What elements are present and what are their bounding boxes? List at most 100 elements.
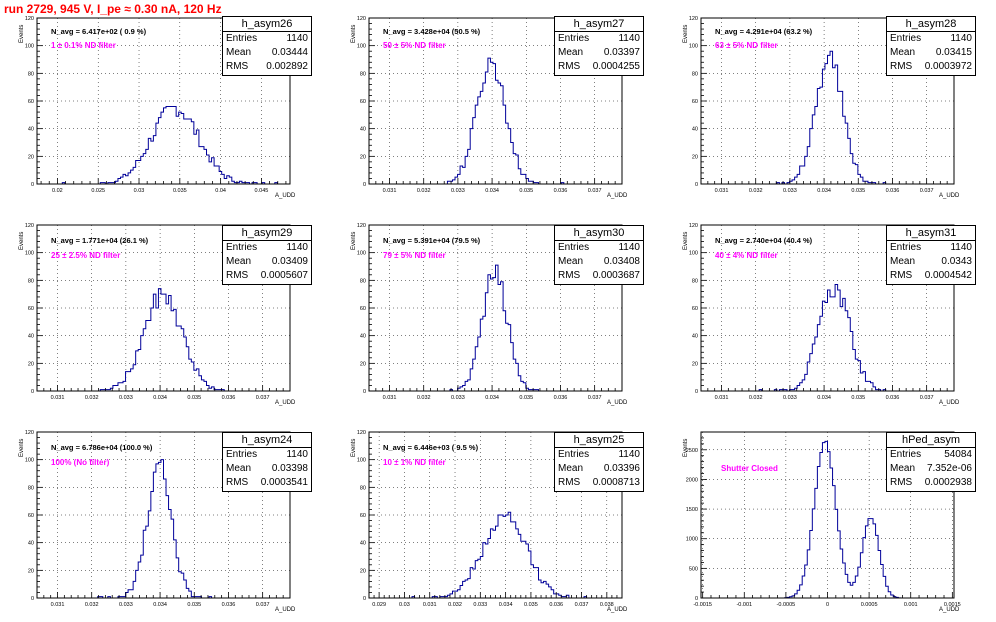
y-tick-label: 120 [357, 16, 366, 22]
y-tick-label: 80 [28, 278, 34, 284]
y-tick-label: 20 [360, 361, 366, 367]
histogram-svg-h_asym26: 0.02 0.025 0.03 0.035 0.04 0.045 0 20 40 60 80 100 1… [25, 16, 291, 194]
stats-histogram-name: h_asym24 [223, 433, 311, 448]
y-tick-label: 100 [357, 458, 366, 464]
x-tick-label: 0.033 [783, 395, 797, 401]
stats-rms-label: RMS [890, 61, 913, 72]
x-tick-label: 0.001 [904, 602, 918, 608]
x-tick-label: 0.033 [783, 188, 797, 194]
y-tick-label: 0 [695, 182, 698, 188]
stats-entries-value: 1140 [950, 33, 972, 44]
y-tick-label: 20 [360, 154, 366, 160]
stats-mean-label: Mean [226, 47, 252, 58]
x-tick-label: 0.037 [575, 602, 589, 608]
x-axis-label: A_UDD [939, 193, 960, 199]
y-tick-label: 120 [689, 223, 698, 229]
y-tick-label: 60 [692, 306, 698, 312]
y-tick-label: 40 [360, 334, 366, 340]
stats-histogram-name: h_asym27 [555, 17, 643, 32]
x-axis-label: A_UDD [275, 607, 296, 613]
x-tick-label: -0.001 [736, 602, 752, 608]
stats-entries-value: 1140 [618, 449, 640, 460]
y-axis-label: Events [19, 24, 25, 43]
x-tick-label: -0.0005 [777, 602, 796, 608]
x-tick-label: 0.037 [920, 395, 934, 401]
y-tick-label: 20 [360, 568, 366, 574]
stats-mean-label: Mean [890, 463, 916, 474]
x-tick-label: 0.033 [451, 395, 465, 401]
histogram-panel-h_asym28: 0.031 0.032 0.033 0.034 0.035 0.036 0.037 0 20 40… [664, 0, 996, 207]
x-tick-label: 0.045 [255, 188, 269, 194]
stats-box: h_asym29 Entries 1140 Mean 0.03409 RMS 0.00056… [222, 225, 312, 285]
y-tick-label: 60 [28, 99, 34, 105]
stats-box: h_asym27 Entries 1140 Mean 0.03397 RMS 0.00042… [554, 16, 644, 76]
stats-histogram-name: h_asym29 [223, 226, 311, 241]
x-tick-label: 0.036 [554, 188, 568, 194]
y-tick-label: 100 [25, 44, 34, 50]
y-tick-label: 20 [692, 154, 698, 160]
y-tick-label: 0 [695, 389, 698, 395]
x-tick-label: 0.034 [153, 395, 167, 401]
navg-annotation: N_avg = 6.786e+04 (100.0 %) [51, 443, 153, 452]
stats-histogram-name: h_asym30 [555, 226, 643, 241]
y-tick-label: 40 [692, 334, 698, 340]
x-tick-label: 0.036 [222, 602, 236, 608]
stats-box: h_asym31 Entries 1140 Mean 0.0343 RMS 0.000454… [886, 225, 976, 285]
y-tick-label: 40 [360, 127, 366, 133]
x-tick-label: 0.031 [51, 395, 65, 401]
y-tick-label: 20 [28, 154, 34, 160]
y-tick-label: 2500 [686, 448, 698, 454]
x-tick-label: 0.035 [851, 395, 865, 401]
filter-label: 50 ± 5% ND filter [383, 41, 446, 50]
x-tick-label: 0.031 [715, 188, 729, 194]
x-axis-label: A_UDD [275, 400, 296, 406]
stats-rms-label: RMS [558, 270, 581, 281]
y-tick-label: 120 [25, 223, 34, 229]
y-axis-label: Events [683, 24, 689, 43]
y-tick-label: 100 [357, 251, 366, 257]
x-tick-label: 0.032 [85, 395, 99, 401]
x-tick-label: 0.034 [817, 188, 831, 194]
histogram-svg-h_asym25: 0.029 0.03 0.031 0.032 0.033 0.034 0.035 0.036 0… [357, 430, 623, 608]
y-tick-label: 100 [25, 458, 34, 464]
histogram-svg-h_asym30: 0.031 0.032 0.033 0.034 0.035 0.036 0.037 0 20 40… [357, 223, 623, 401]
x-tick-label: 0.031 [715, 395, 729, 401]
x-tick-label: 0.03 [134, 188, 145, 194]
x-tick-label: 0.036 [886, 188, 900, 194]
histogram-svg-h_asym27: 0.031 0.032 0.033 0.034 0.035 0.036 0.037 0 20 40… [357, 16, 623, 194]
stats-rms-value: 0.002892 [266, 61, 308, 72]
x-tick-label: 0.025 [91, 188, 105, 194]
y-tick-label: 120 [357, 223, 366, 229]
stats-rms-value: 0.0003972 [924, 61, 972, 72]
x-axis-label: A_UDD [275, 193, 296, 199]
y-tick-label: 0 [31, 182, 34, 188]
histogram-panel-h_asym31: 0.031 0.032 0.033 0.034 0.035 0.036 0.037 0 20 40… [664, 207, 996, 414]
y-axis-label: Events [19, 438, 25, 457]
filter-label: 79 ± 5% ND filter [383, 251, 446, 260]
x-tick-label: 0.033 [119, 395, 133, 401]
histogram-panel-h_asym24: 0.031 0.032 0.033 0.034 0.035 0.036 0.037 0 20 40… [0, 414, 332, 621]
y-tick-label: 0 [31, 389, 34, 395]
x-tick-label: 0.031 [423, 602, 437, 608]
y-tick-label: 80 [360, 278, 366, 284]
stats-rms-label: RMS [226, 270, 249, 281]
y-tick-label: 20 [28, 361, 34, 367]
stats-entries-label: Entries [890, 242, 922, 253]
navg-annotation: N_avg = 2.740e+04 (40.4 %) [715, 236, 813, 245]
x-tick-label: 0.033 [119, 602, 133, 608]
navg-annotation: N_avg = 4.291e+04 (63.2 %) [715, 27, 813, 36]
x-tick-label: 0.029 [372, 602, 386, 608]
x-tick-label: 0.0005 [861, 602, 878, 608]
stats-mean-label: Mean [226, 256, 252, 267]
y-tick-label: 40 [692, 127, 698, 133]
x-tick-label: 0.035 [851, 188, 865, 194]
stats-mean-label: Mean [890, 256, 916, 267]
y-axis-label: Events [351, 438, 357, 457]
y-tick-label: 100 [689, 251, 698, 257]
y-tick-label: 100 [25, 251, 34, 257]
stats-mean-value: 0.03444 [271, 47, 308, 58]
y-tick-label: 80 [28, 71, 34, 77]
y-tick-label: 60 [28, 513, 34, 519]
y-tick-label: 0 [363, 182, 366, 188]
stats-rms-label: RMS [226, 61, 249, 72]
